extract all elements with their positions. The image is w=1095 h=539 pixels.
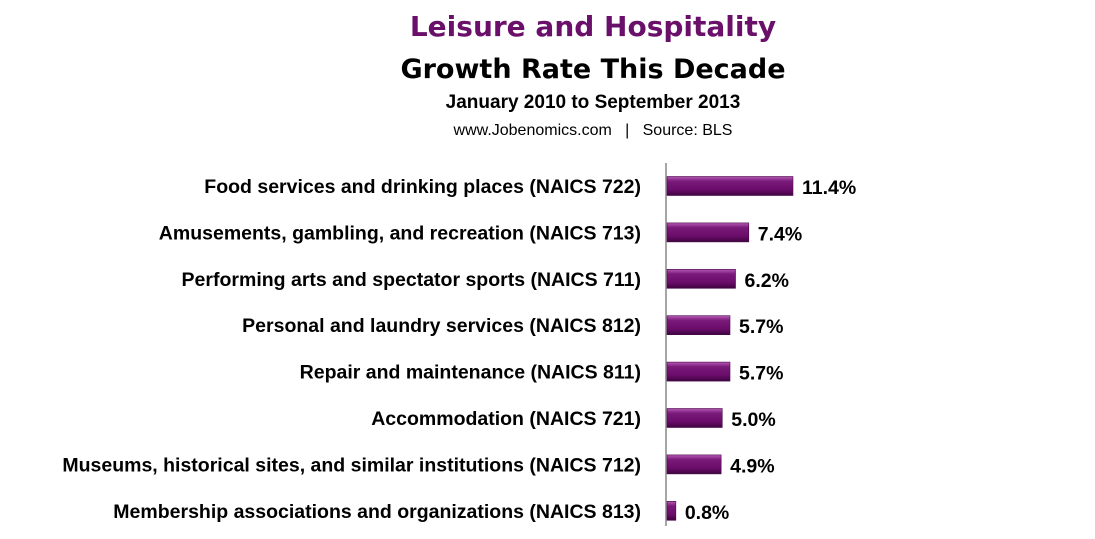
data-label: 5.0% (731, 409, 775, 431)
bar (666, 176, 794, 196)
bar (666, 500, 677, 521)
bar (666, 315, 731, 336)
data-label: 11.4% (802, 177, 856, 199)
chart-title: Leisure and Hospitality (410, 10, 776, 43)
category-label: Performing arts and spectator sports (NA… (182, 269, 641, 291)
bar (666, 268, 736, 289)
data-label: 6.2% (745, 270, 789, 292)
bar (666, 454, 722, 475)
source-line: www.Jobenomics.com | Source: BLS (453, 122, 733, 139)
category-label: Museums, historical sites, and similar i… (62, 454, 641, 476)
data-label: 7.4% (758, 223, 802, 245)
bar (666, 361, 731, 382)
data-label: 5.7% (739, 316, 783, 338)
data-label: 5.7% (739, 363, 783, 385)
category-label: Membership associations and organization… (113, 501, 641, 523)
category-label: Repair and maintenance (NAICS 811) (300, 362, 641, 384)
bar (666, 222, 750, 243)
category-label: Food services and drinking places (NAICS… (204, 176, 641, 198)
chart-subtitle: Growth Rate This Decade (400, 54, 785, 85)
date-range: January 2010 to September 2013 (446, 92, 741, 113)
category-label: Amusements, gambling, and recreation (NA… (159, 222, 641, 244)
data-label: 0.8% (685, 502, 729, 524)
category-label: Accommodation (NAICS 721) (371, 408, 641, 430)
bar (666, 408, 723, 428)
data-label: 4.9% (730, 455, 774, 477)
category-label: Personal and laundry services (NAICS 812… (242, 315, 641, 337)
